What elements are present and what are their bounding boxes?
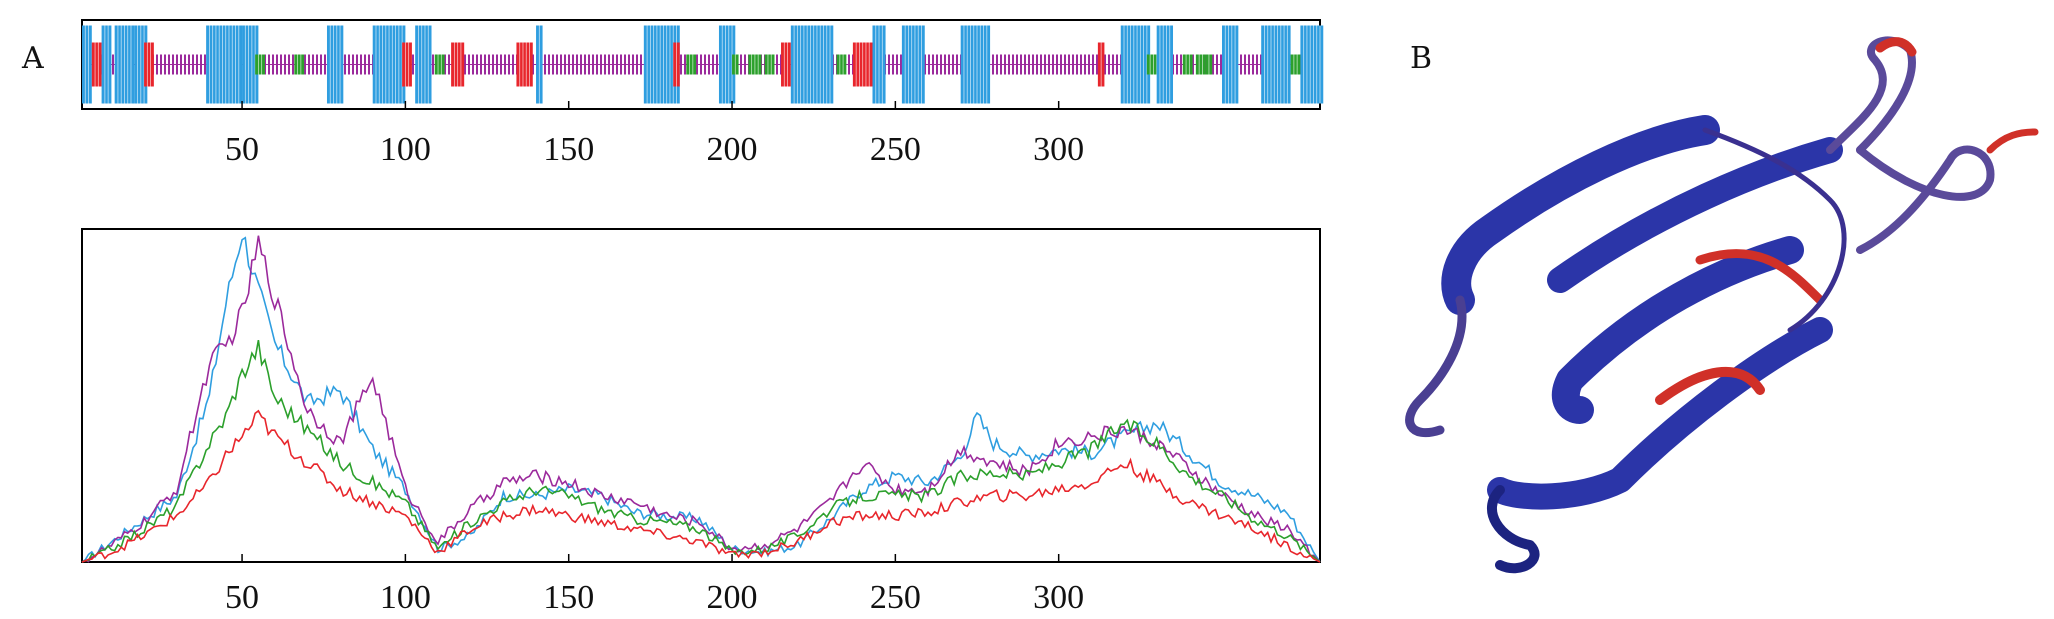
line-chart-x-axis: 50 100 150 200 250 300	[225, 554, 1084, 616]
track-tick-label: 150	[543, 131, 594, 168]
ribbon-hairpin-top	[1826, 36, 1916, 154]
track-segment-blue	[901, 25, 925, 104]
line-tick-label: 300	[1033, 579, 1084, 616]
panel-a-label: A	[21, 41, 44, 76]
track-segment-blue	[790, 25, 834, 104]
track-segment-blue	[1261, 25, 1291, 104]
track-segment-blue	[82, 25, 92, 104]
track-segment-red	[91, 42, 102, 87]
track-segment-green	[255, 54, 265, 75]
track-segment-blue	[872, 25, 886, 104]
line-series-2	[81, 339, 1321, 563]
line-tick-label: 250	[870, 579, 921, 616]
track-tick-label: 50	[225, 131, 259, 168]
track-segment-blue	[1120, 25, 1151, 104]
track-segment-red	[781, 42, 791, 87]
line-tick-label: 50	[225, 579, 259, 616]
line-tick-label: 100	[380, 579, 431, 616]
sequence-track-panel: 50 100 150 200 250 300	[81, 19, 1324, 168]
panel-b-label: B	[1410, 41, 1432, 76]
track-segment-blue	[372, 25, 406, 104]
track-segment-green	[1195, 54, 1206, 75]
ribbon-strand-1	[1441, 115, 1720, 315]
track-segment-blue	[718, 25, 736, 104]
track-segment-green	[764, 54, 775, 75]
track-segment-green	[1290, 54, 1301, 75]
track-segment-red	[516, 42, 533, 87]
track-segment-green	[836, 54, 847, 75]
ribbon-loop-2	[1487, 485, 1540, 574]
track-segment-blue	[206, 25, 243, 104]
track-segment-blue	[1222, 25, 1239, 104]
ribbon-red-helix-lower	[1655, 366, 1765, 405]
track-segment-red	[402, 42, 412, 87]
track-segment-blue	[1300, 25, 1324, 104]
ribbon-strand-3	[1551, 236, 1804, 424]
ribbon-loop-1	[1405, 295, 1467, 438]
track-segment-green	[294, 54, 305, 75]
line-tick-label: 150	[543, 579, 594, 616]
track-segment-green	[732, 54, 739, 75]
track-segment-green	[748, 54, 762, 75]
track-segment-blue	[960, 25, 991, 104]
track-segment-green	[1205, 54, 1213, 75]
track-segment-blue	[536, 25, 543, 104]
track-segment-blue	[1156, 25, 1174, 104]
track-segment-red	[451, 42, 465, 87]
line-series-1	[81, 235, 1321, 563]
track-segment-blue	[326, 25, 344, 104]
sequence-track-bars	[82, 25, 1324, 104]
line-series-0	[81, 236, 1321, 563]
line-chart-frame	[81, 228, 1321, 563]
track-segment-red	[144, 42, 154, 87]
track-segment-blue	[415, 25, 432, 104]
ribbon-strand-2	[1547, 137, 1843, 293]
track-segment-green	[434, 54, 445, 75]
ribbon-red-tip-right	[1986, 128, 2039, 154]
line-series-3	[81, 409, 1321, 563]
track-tick-label: 200	[707, 131, 758, 168]
line-tick-label: 200	[707, 579, 758, 616]
track-segment-green	[686, 54, 697, 75]
ribbon-loop-right	[1856, 145, 1995, 254]
track-tick-label: 250	[870, 131, 921, 168]
ribbon-red-tip-top	[1875, 37, 1917, 57]
track-tick-label: 300	[1033, 131, 1084, 168]
line-chart-series	[81, 235, 1321, 563]
track-segment-green	[1182, 54, 1193, 75]
track-segment-red	[852, 42, 873, 87]
track-segment-blue	[114, 25, 135, 104]
track-segment-blue	[101, 25, 112, 104]
track-tick-label: 100	[380, 131, 431, 168]
sequence-track-x-axis: 50 100 150 200 250 300	[225, 101, 1084, 168]
line-chart-panel: 50 100 150 200 250 300	[81, 228, 1321, 616]
track-segment-red	[673, 42, 680, 87]
protein-ribbon-structure	[1405, 36, 2039, 574]
ribbon-thin-crossover	[1702, 127, 1847, 333]
ribbon-strand-4	[1487, 317, 1833, 510]
track-segment-red	[1097, 42, 1105, 87]
track-segment-blue	[643, 25, 680, 104]
ribbon-red-segment	[1695, 249, 1825, 305]
